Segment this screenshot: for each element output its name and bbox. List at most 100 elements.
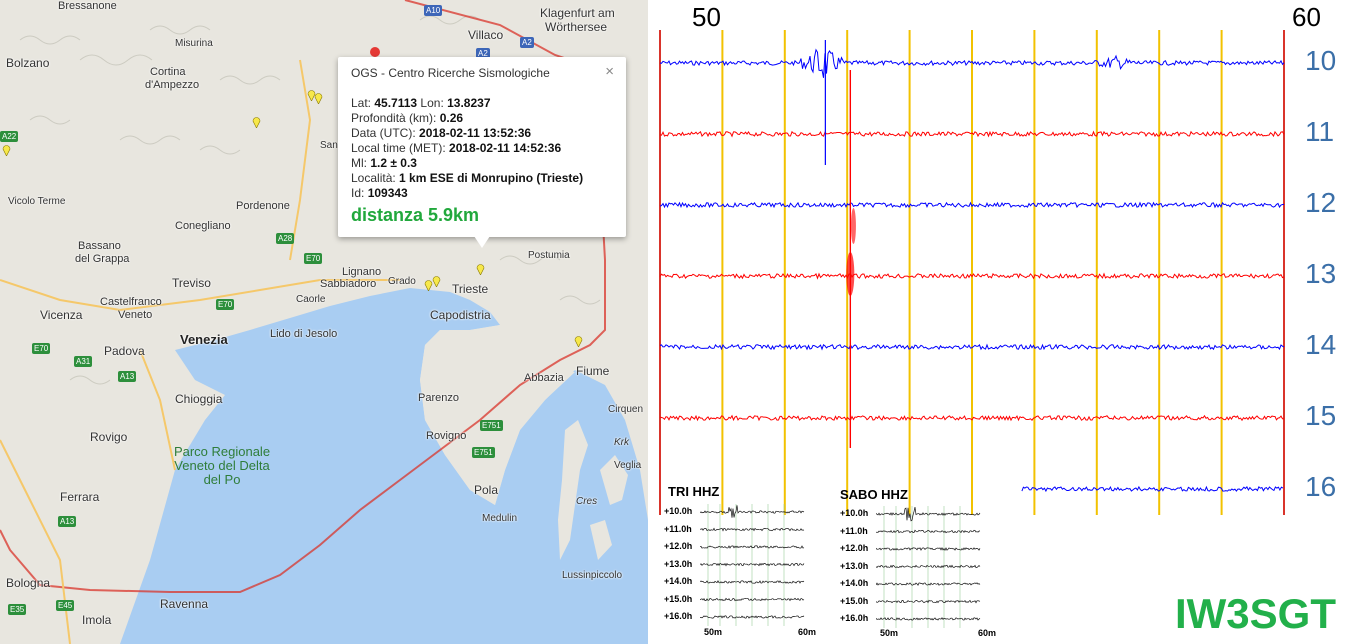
place-vicolo-terme: Vicolo Terme bbox=[8, 196, 66, 207]
place-conegliano: Conegliano bbox=[175, 220, 231, 232]
place-del-grappa: del Grappa bbox=[75, 253, 130, 265]
event-marker-icon[interactable] bbox=[424, 280, 433, 291]
mini-trace bbox=[700, 615, 805, 619]
sabo-title: SABO HHZ bbox=[840, 487, 908, 502]
place-bologna: Bologna bbox=[6, 576, 51, 590]
loc-label: Località: bbox=[351, 171, 396, 185]
mini-trace bbox=[700, 580, 805, 584]
hour-label-11: 11 bbox=[1305, 116, 1335, 147]
hour-label-14: 14 bbox=[1305, 329, 1337, 360]
place-grado: Grado bbox=[388, 276, 416, 287]
place-bassano: Bassano bbox=[78, 240, 121, 252]
ml-value: 1.2 ± 0.3 bbox=[370, 156, 417, 170]
place-pola: Pola bbox=[474, 483, 499, 497]
road-a13-a: A13 bbox=[118, 371, 137, 382]
popup-title: OGS - Centro Ricerche Sismologiche bbox=[351, 66, 550, 80]
road-a22: A22 bbox=[0, 131, 19, 142]
mini-row-label: +15.0h bbox=[664, 593, 693, 604]
place-lignano: Lignano bbox=[342, 266, 382, 278]
event-marker-icon[interactable] bbox=[307, 90, 316, 101]
place-parco-delta-po: Parco Regionale Veneto del Delta del Po bbox=[173, 444, 271, 487]
mini-row-label: +15.0h bbox=[840, 595, 869, 606]
place-imola: Imola bbox=[82, 613, 112, 627]
lat-value: 45.7113 bbox=[374, 96, 418, 110]
place-pordenone: Pordenone bbox=[236, 200, 290, 212]
mini-trace bbox=[876, 507, 981, 522]
mini-row-label: +14.0h bbox=[664, 576, 693, 586]
popup-met: Local time (MET): 2018-02-11 14:52:36 bbox=[351, 141, 561, 155]
helicorder-plot bbox=[659, 30, 1285, 515]
lon-label: Lon: bbox=[420, 96, 444, 110]
mini-row-label: +11.0h bbox=[840, 525, 868, 536]
mini-trace bbox=[876, 547, 981, 551]
seismic-trace-12 bbox=[659, 201, 1285, 209]
road-e751-b: E751 bbox=[472, 447, 495, 458]
event-marker-icon[interactable] bbox=[314, 93, 323, 104]
callsign-label: IW3SGT bbox=[1174, 590, 1336, 637]
place-villaco: Villaco bbox=[468, 28, 504, 42]
map-panel[interactable]: Bressanone Misurina Villaco Klagenfurt a… bbox=[0, 0, 648, 644]
place-fiume: Fiume bbox=[576, 364, 610, 378]
popup-id: Id: 109343 bbox=[351, 186, 408, 200]
id-label: Id: bbox=[351, 186, 365, 200]
mini-trace bbox=[876, 617, 981, 621]
hour-label-12: 12 bbox=[1305, 187, 1337, 218]
road-a28: A28 bbox=[276, 233, 295, 244]
place-caorle: Caorle bbox=[296, 294, 326, 305]
event-marker-icon[interactable] bbox=[252, 117, 261, 128]
place-san-daniele: San D bbox=[320, 140, 348, 151]
event-burst-red bbox=[846, 252, 855, 296]
seismic-trace-16 bbox=[1021, 485, 1284, 493]
event-marker-icon[interactable] bbox=[574, 336, 583, 347]
map-canvas bbox=[0, 0, 648, 644]
place-sabbiadoro: Sabbiadoro bbox=[320, 278, 377, 290]
place-capodistria: Capodistria bbox=[430, 308, 491, 322]
hour-label-16: 16 bbox=[1305, 471, 1337, 502]
road-e70-c: E70 bbox=[32, 343, 51, 354]
place-treviso: Treviso bbox=[172, 276, 211, 290]
place-postumia: Postumia bbox=[528, 250, 570, 261]
sabo-x-start: 50m bbox=[880, 628, 899, 638]
mini-trace bbox=[700, 562, 805, 567]
depth-value: 0.26 bbox=[439, 111, 464, 125]
utc-value: 2018-02-11 13:52:36 bbox=[419, 126, 532, 140]
popup-depth: Profondità (km): 0.26 bbox=[351, 111, 463, 125]
depth-label: Profondità (km): bbox=[351, 111, 437, 125]
mini-row-label: +10.0h bbox=[840, 508, 869, 518]
road-e70-b: E70 bbox=[216, 299, 235, 310]
road-a2-mid: A2 bbox=[476, 48, 490, 59]
road-e45: E45 bbox=[56, 600, 75, 611]
place-parenzo: Parenzo bbox=[418, 392, 459, 404]
place-rovigno: Rovigno bbox=[426, 430, 467, 442]
place-bolzano: Bolzano bbox=[6, 56, 50, 70]
road-a10: A10 bbox=[424, 5, 443, 16]
close-icon[interactable]: × bbox=[605, 63, 614, 80]
place-medulin: Medulin bbox=[482, 513, 518, 524]
place-chioggia: Chioggia bbox=[175, 392, 223, 406]
seismic-trace-13 bbox=[659, 272, 1285, 280]
met-label: Local time (MET): bbox=[351, 141, 446, 155]
seismic-trace-10 bbox=[659, 48, 1285, 78]
mini-trace bbox=[876, 599, 981, 604]
event-marker-icon[interactable] bbox=[432, 276, 441, 287]
road-e70-a: E70 bbox=[304, 253, 323, 264]
event-marker-icon[interactable] bbox=[476, 264, 485, 275]
mini-row-label: +12.0h bbox=[840, 543, 869, 553]
hour-label-13: 13 bbox=[1305, 258, 1337, 289]
place-venezia: Venezia bbox=[180, 332, 228, 347]
event-marker-icon[interactable] bbox=[2, 145, 11, 156]
place-vicenza: Vicenza bbox=[40, 308, 83, 322]
place-padova: Padova bbox=[104, 344, 145, 358]
met-value: 2018-02-11 14:52:36 bbox=[449, 141, 562, 155]
seismic-trace-15 bbox=[659, 414, 1285, 422]
road-e751-a: E751 bbox=[480, 420, 503, 431]
place-ampezzo: d'Ampezzo bbox=[145, 79, 200, 91]
road-e35: E35 bbox=[8, 604, 27, 615]
mini-row-label: +14.0h bbox=[840, 578, 869, 588]
hour-label-15: 15 bbox=[1305, 400, 1337, 431]
place-trieste: Trieste bbox=[452, 282, 489, 296]
popup-distance: distanza 5.9km bbox=[351, 205, 480, 225]
popup-pointer bbox=[474, 236, 490, 248]
place-misurina: Misurina bbox=[175, 38, 213, 49]
place-ravenna: Ravenna bbox=[160, 597, 209, 611]
